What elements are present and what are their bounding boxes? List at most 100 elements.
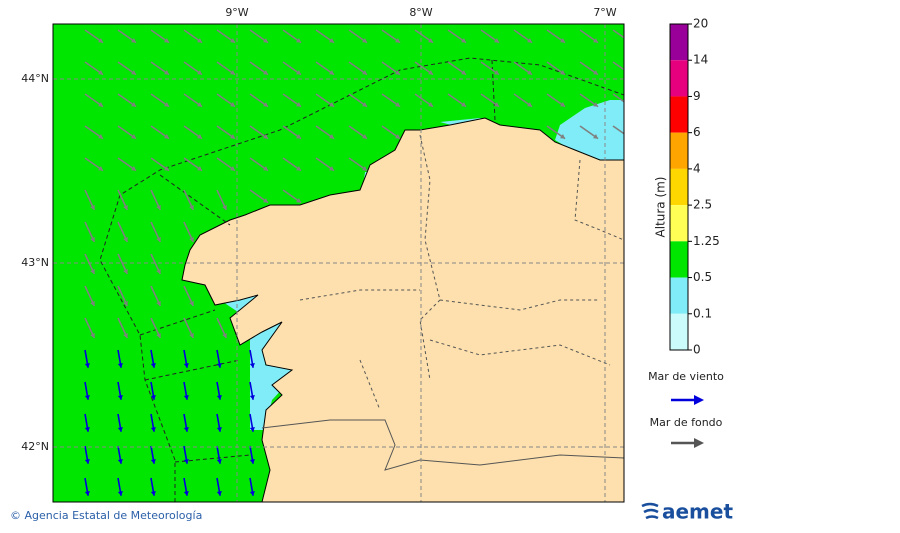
arrow-head xyxy=(197,102,203,107)
legend-label: Mar de fondo xyxy=(650,416,723,429)
arrow-head xyxy=(164,38,170,43)
arrow-head xyxy=(90,236,95,242)
arrow-head xyxy=(131,134,137,139)
arrow-head xyxy=(150,491,156,496)
colorbar-label: 0.1 xyxy=(693,306,712,320)
arrow-head xyxy=(183,363,189,368)
colorbar-title: Altura (m) xyxy=(654,176,668,237)
arrow-head xyxy=(249,427,255,432)
arrow-head xyxy=(189,236,194,242)
land xyxy=(181,117,624,502)
lat-label: 42°N xyxy=(21,440,49,453)
arrow xyxy=(612,61,624,71)
arrow-head xyxy=(593,70,599,75)
arrow-head xyxy=(230,166,236,171)
arrow-head xyxy=(197,38,203,43)
arrow-head xyxy=(150,427,156,432)
arrow-head xyxy=(593,134,599,139)
arrow-head xyxy=(461,38,467,43)
arrow-head xyxy=(183,427,189,432)
graticule xyxy=(53,24,624,502)
arrow-head xyxy=(428,70,434,75)
arrow-head xyxy=(296,166,302,171)
arrow-head xyxy=(117,395,123,400)
arrow-head xyxy=(164,102,170,107)
arrow-head xyxy=(150,459,156,464)
credit: © Agencia Estatal de Meteorología xyxy=(10,509,202,522)
arrow-head xyxy=(395,38,401,43)
arrow-head xyxy=(560,102,566,107)
arrow-head xyxy=(230,102,236,107)
arrow-head xyxy=(249,395,255,400)
arrow-head xyxy=(395,102,401,107)
arrow-head xyxy=(156,332,161,338)
arrow-head xyxy=(527,38,533,43)
arrow-head xyxy=(494,38,500,43)
arrow-head xyxy=(296,38,302,43)
arrows xyxy=(84,29,624,496)
lon-label: 7°W xyxy=(593,6,616,19)
arrow-head xyxy=(117,363,123,368)
logo: aemet xyxy=(662,500,733,524)
colorbar-frame xyxy=(669,23,689,351)
arrow-head xyxy=(98,102,104,107)
arrow-head xyxy=(216,395,222,400)
arrow-head xyxy=(117,459,123,464)
arrow-head xyxy=(197,166,203,171)
arrow-head xyxy=(216,459,222,464)
arrow xyxy=(612,93,624,103)
arrow-head xyxy=(296,134,302,139)
lon-label: 9°W xyxy=(225,6,248,19)
colorbar-label: 9 xyxy=(693,89,701,103)
arrow-head xyxy=(249,491,255,496)
legend-label: Mar de viento xyxy=(648,370,724,383)
colorbar-label: 1.25 xyxy=(693,234,720,248)
arrow-head xyxy=(156,236,161,242)
logo-mark xyxy=(641,502,659,520)
arrow-head xyxy=(183,395,189,400)
arrow-head xyxy=(156,300,161,306)
arrow-head xyxy=(263,166,269,171)
arrow-head xyxy=(183,491,189,496)
arrow-head xyxy=(362,102,368,107)
zone-boundary xyxy=(99,57,624,502)
arrow-head xyxy=(560,70,566,75)
legend-arrow-head xyxy=(694,395,704,405)
arrow-head xyxy=(216,427,222,432)
arrow-head xyxy=(150,363,156,368)
map xyxy=(53,24,624,502)
arrow-head xyxy=(164,70,170,75)
arrow-head xyxy=(461,70,467,75)
arrow-head xyxy=(329,70,335,75)
arrow-head xyxy=(90,332,95,338)
arrow-head xyxy=(395,70,401,75)
colorbar-label: 6 xyxy=(693,125,701,139)
colorbar-segment xyxy=(670,24,688,61)
arrow-head xyxy=(197,134,203,139)
arrow-head xyxy=(249,363,255,368)
arrow-head xyxy=(593,38,599,43)
arrow-head xyxy=(428,102,434,107)
arrow-head xyxy=(263,70,269,75)
arrow-head xyxy=(164,166,170,171)
arrow-head xyxy=(123,268,128,274)
arrow-head xyxy=(84,395,90,400)
arrow-head xyxy=(263,38,269,43)
arrow-head xyxy=(593,102,599,107)
arrow-head xyxy=(263,198,269,203)
arrow-head xyxy=(131,166,137,171)
arrow-head xyxy=(123,204,128,210)
arrow-head xyxy=(189,300,194,306)
colorbar-label: 2.5 xyxy=(693,198,712,212)
colorbar-segment xyxy=(670,132,688,169)
arrow-head xyxy=(84,459,90,464)
arrow-head xyxy=(428,38,434,43)
lon-label: 8°W xyxy=(409,6,432,19)
arrow-head xyxy=(123,300,128,306)
arrow-head xyxy=(98,166,104,171)
arrow-head xyxy=(560,38,566,43)
arrow-head xyxy=(90,204,95,210)
arrow xyxy=(612,125,624,135)
arrow-head xyxy=(329,102,335,107)
